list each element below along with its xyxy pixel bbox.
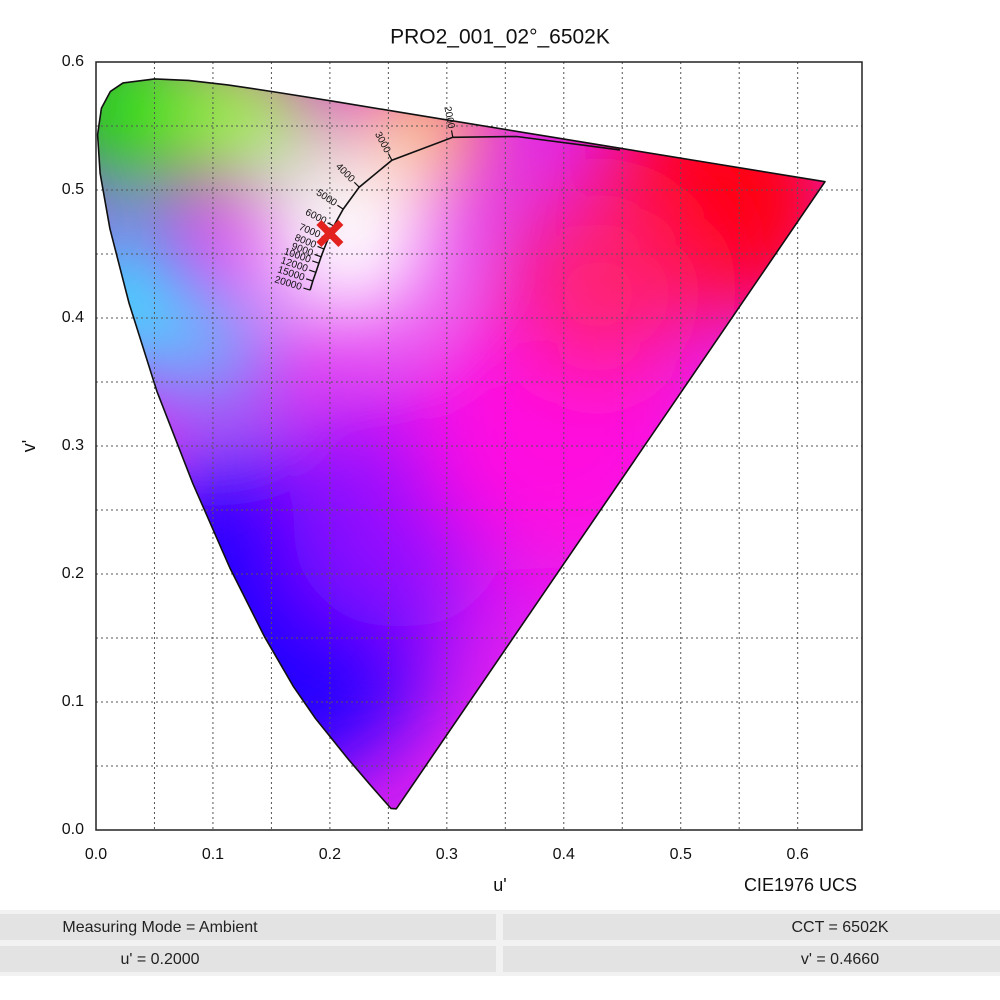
spectral-locus xyxy=(96,78,826,810)
y-tick-label: 0.1 xyxy=(62,693,84,710)
y-tick-label: 0.5 xyxy=(62,181,84,198)
status-cell xyxy=(0,914,496,940)
status-text: v' = 0.4660 xyxy=(801,951,879,968)
chart-title: PRO2_001_02°_6502K xyxy=(390,26,610,49)
cct-tick xyxy=(303,287,311,291)
status-cell xyxy=(503,946,1000,972)
cct-tick xyxy=(450,130,454,138)
y-axis-label: v' xyxy=(19,440,39,452)
status-text: Measuring Mode = Ambient xyxy=(62,919,258,936)
blob xyxy=(260,150,440,330)
blob xyxy=(510,200,690,380)
y-tick-label: 0.4 xyxy=(62,309,84,326)
measurement-marker xyxy=(316,220,344,247)
x-tick-label: 0.4 xyxy=(553,846,575,863)
cct-tick xyxy=(388,153,393,161)
cct-tick xyxy=(353,181,360,188)
status-text: CCT = 6502K xyxy=(791,919,888,936)
cct-label: 2000 xyxy=(441,106,456,130)
x-tick-label: 0.6 xyxy=(787,846,809,863)
status-cell xyxy=(0,946,496,972)
y-tick-label: 0.3 xyxy=(62,437,84,454)
cct-tick xyxy=(312,260,320,264)
cct-tick xyxy=(317,245,325,250)
x-tick-label: 0.3 xyxy=(436,846,458,863)
x-axis-label: u' xyxy=(493,875,506,895)
cct-tick xyxy=(314,253,322,258)
y-tick-label: 0.2 xyxy=(62,565,84,582)
blob xyxy=(97,78,220,200)
cct-tick xyxy=(327,222,335,227)
x-tick-label: 0.2 xyxy=(319,846,341,863)
x-tick-label: 0.0 xyxy=(85,846,107,863)
marker-stroke xyxy=(316,220,344,247)
cct-tick xyxy=(337,204,344,210)
x-tick-label: 0.5 xyxy=(670,846,692,863)
y-tick-label: 0.6 xyxy=(62,53,84,70)
status-cell xyxy=(503,914,1000,940)
y-tick-label: 0.0 xyxy=(62,821,84,838)
blob xyxy=(150,290,270,410)
plot-layer: 0.0 0.1 0.2 0.3 0.4 0.5 0.6 0.0 0.1 0.2 0.3 0.4 0.5 0… xyxy=(62,53,862,863)
diagram-note: CIE1976 UCS xyxy=(744,875,857,895)
cct-tick xyxy=(309,269,317,273)
x-tick-label: 0.1 xyxy=(202,846,224,863)
plot-frame xyxy=(95,61,863,831)
cct-tick xyxy=(305,278,314,282)
status-text: u' = 0.2000 xyxy=(120,951,199,968)
